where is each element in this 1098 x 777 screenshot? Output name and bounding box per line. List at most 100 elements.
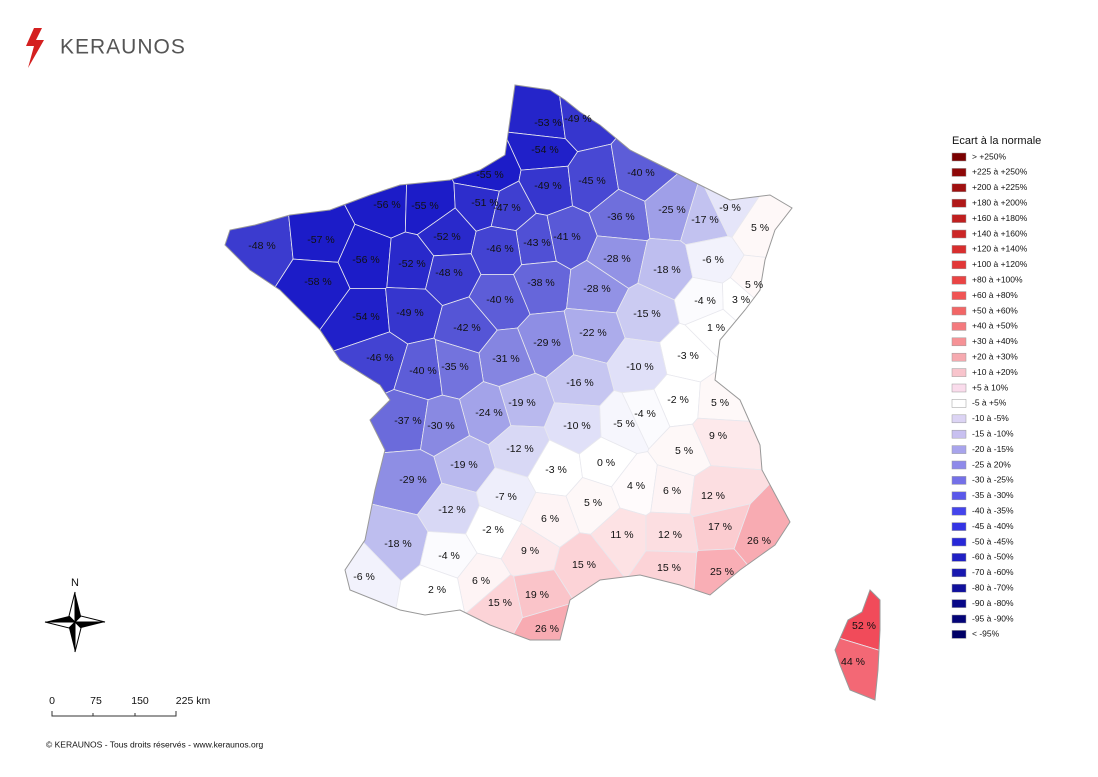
department-label: -30 % [427, 420, 454, 432]
department-label: -29 % [399, 474, 426, 486]
legend-label: -45 à -40% [972, 521, 1014, 531]
department-label: 5 % [711, 397, 729, 409]
legend-label: -70 à -60% [972, 567, 1014, 577]
legend-swatch [951, 429, 967, 439]
legend-label: -40 à -35% [972, 505, 1014, 515]
department-label: -56 % [373, 199, 400, 211]
department-label: -53 % [534, 117, 561, 129]
legend-label: +30 à +40% [972, 336, 1018, 346]
footer: © KERAUNOS - Tous droits réservés - www.… [46, 739, 264, 749]
department-label: 52 % [852, 620, 876, 632]
department-labels: -53 % -49 %-54 %-55 %-49 % -45 %-40 %-56 %… [248, 113, 876, 668]
legend-label: +60 à +80% [972, 290, 1018, 300]
department-label: -54 % [531, 144, 558, 156]
legend: Ecart à la normale > +250% +225 à +250% +2… [951, 135, 1041, 639]
legend-label: -10 à -5% [972, 413, 1009, 423]
legend-label: > +250% [972, 151, 1006, 161]
department-label: 5 % [751, 222, 769, 234]
legend-swatch [951, 214, 967, 223]
department-label: -18 % [653, 264, 680, 276]
compass: N [44, 577, 106, 653]
department-label: -40 % [627, 167, 654, 179]
departments [225, 85, 880, 700]
department-label: 6 % [472, 575, 490, 587]
legend-label: -60 à -50% [972, 552, 1014, 562]
legend-swatch [951, 198, 967, 208]
department-label: 6 % [663, 485, 681, 497]
legend-swatch [951, 275, 967, 285]
scale-tick: 225 km [176, 695, 211, 707]
department-label: -49 % [564, 113, 591, 125]
legend-label: +225 à +250% [972, 167, 1028, 177]
department-label: -6 % [702, 254, 724, 266]
legend-swatch [951, 506, 967, 516]
legend-swatch [951, 399, 967, 408]
department [729, 254, 845, 376]
legend-swatch [951, 522, 967, 531]
legend-swatch [951, 553, 967, 562]
department-label: 15 % [572, 559, 596, 571]
legend-swatch [951, 537, 967, 547]
north-label: N [71, 577, 79, 589]
department-label: 15 % [488, 597, 512, 609]
department-label: 5 % [675, 445, 693, 457]
department-label: 9 % [709, 430, 727, 442]
legend-swatch [951, 337, 967, 347]
department-label: -56 % [352, 254, 379, 266]
legend-swatch [951, 168, 967, 177]
department-label: -42 % [453, 322, 480, 334]
department-label: -4 % [438, 550, 460, 562]
department-label: -36 % [607, 211, 634, 223]
department-label: 25 % [710, 566, 734, 578]
legend-label: +20 à +30% [972, 351, 1018, 361]
legend-label: -25 à 20% [972, 459, 1011, 469]
department-label: -16 % [566, 377, 593, 389]
department-label: -12 % [438, 504, 465, 516]
department-label: 17 % [708, 521, 732, 533]
legend-swatch [951, 322, 967, 331]
legend-swatch [951, 568, 967, 578]
legend-label: -20 à -15% [972, 444, 1014, 454]
department-label: -28 % [583, 283, 610, 295]
legend-swatch [951, 445, 967, 454]
department-label: -57 % [307, 234, 334, 246]
department-label: -55 % [411, 200, 438, 212]
department-label: -15 % [633, 308, 660, 320]
legend-label: -35 à -30% [972, 490, 1014, 500]
department-label: -5 % [613, 418, 635, 430]
legend-swatch [951, 306, 967, 316]
department-label: 5 % [584, 497, 602, 509]
department-label: -46 % [366, 352, 393, 364]
legend-swatch [951, 352, 967, 362]
department-label: 4 % [627, 480, 645, 492]
department-label: -19 % [508, 397, 535, 409]
department-label: 12 % [658, 529, 682, 541]
department-label: 0 % [597, 457, 615, 469]
department-label: -48 % [435, 267, 462, 279]
department-label: -17 % [691, 214, 718, 226]
department-label: -43 % [523, 237, 550, 249]
department-label: -51 % [471, 197, 498, 209]
department-label: -2 % [482, 524, 504, 536]
department-label: -4 % [694, 295, 716, 307]
legend-swatch [951, 476, 967, 485]
department-label: -22 % [579, 327, 606, 339]
department-label: 44 % [841, 656, 865, 668]
department-label: -18 % [384, 538, 411, 550]
department-label: -9 % [719, 202, 741, 214]
department-label: -40 % [486, 294, 513, 306]
department-label: 26 % [535, 623, 559, 635]
scale-tick: 150 [131, 695, 149, 707]
department-label: -47 % [493, 202, 520, 214]
legend-label: +200 à +225% [972, 182, 1028, 192]
legend-swatch [951, 460, 967, 470]
department-label: 26 % [747, 535, 771, 547]
department-label: -2 % [667, 394, 689, 406]
legend-swatch [951, 368, 967, 377]
department-label: -37 % [394, 415, 421, 427]
department-label: -29 % [533, 337, 560, 349]
legend-swatch [951, 614, 967, 624]
legend-swatch [951, 491, 967, 501]
legend-swatch [951, 229, 967, 239]
